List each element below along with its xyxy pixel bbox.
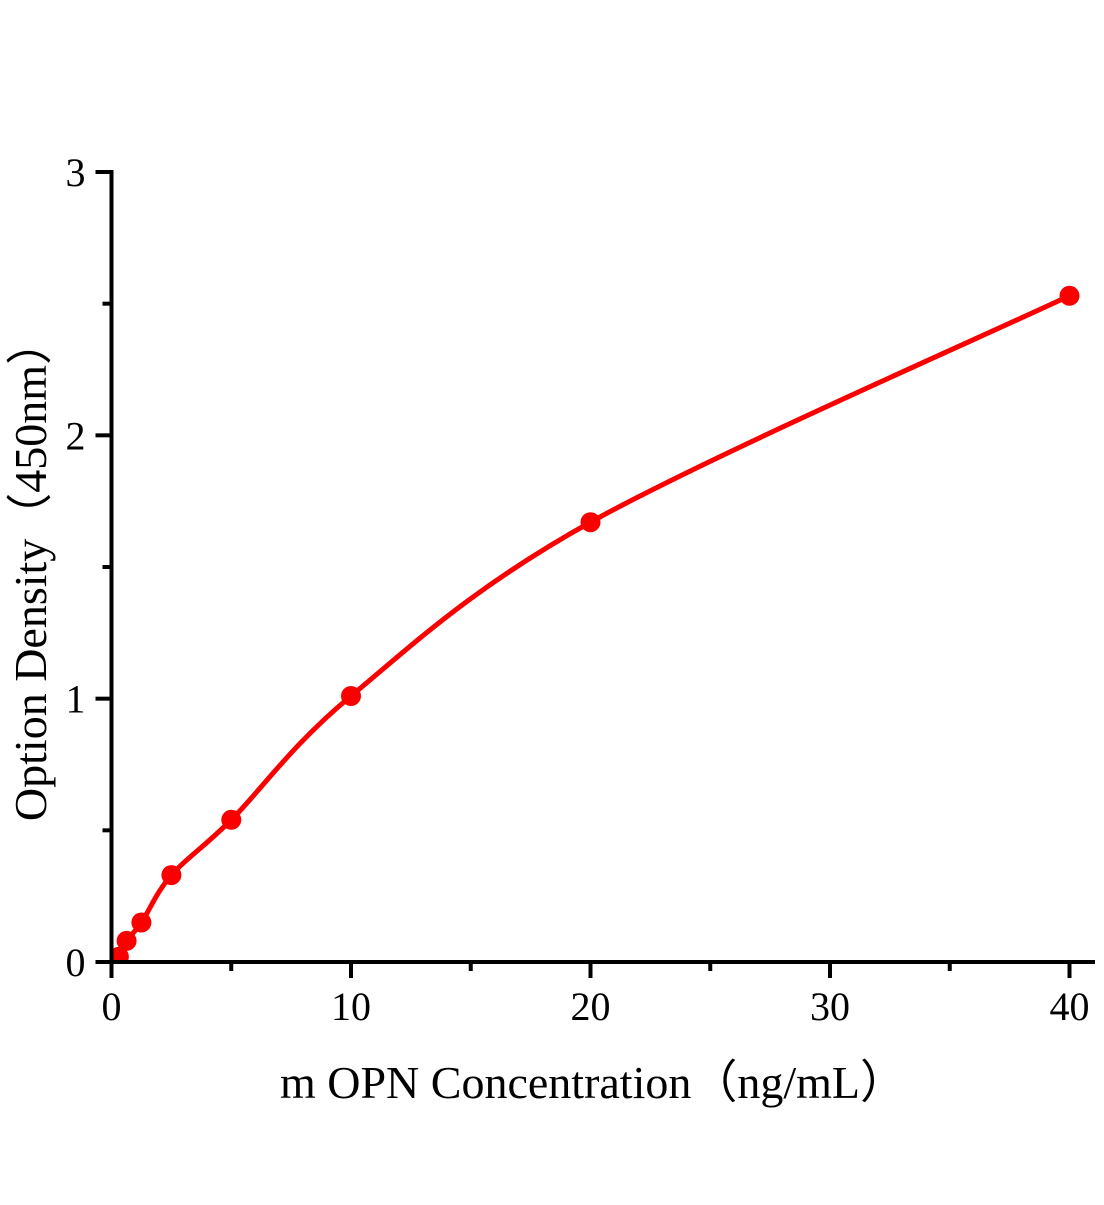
data-point-marker: [116, 930, 137, 951]
data-point-marker: [131, 912, 152, 933]
standard-curve-line: [116, 293, 1072, 960]
tick-labels-layer: 0 10 20 30 40 0 1 2 3: [66, 150, 1090, 1029]
x-tick-label: 0: [102, 984, 122, 1029]
x-tick-label: 10: [331, 984, 371, 1029]
y-tick-label: 0: [66, 940, 86, 985]
y-axis-title: Option Density（450nm）: [5, 319, 56, 821]
x-tick-label: 20: [571, 984, 611, 1029]
data-point-marker: [161, 865, 182, 886]
x-tick-label: 40: [1050, 984, 1090, 1029]
x-tick-label: 30: [810, 984, 850, 1029]
axes-layer: [95, 170, 1095, 978]
y-tick-label: 2: [66, 413, 86, 458]
x-axis-title: m OPN Concentration（ng/mL）: [280, 1057, 906, 1108]
curve-layer: [111, 285, 1080, 962]
data-point-marker: [580, 512, 601, 533]
y-tick-label: 1: [66, 677, 86, 722]
y-tick-label: 3: [66, 150, 86, 195]
data-point-marker: [221, 809, 242, 830]
data-point-marker: [1059, 285, 1080, 306]
data-point-marker: [341, 686, 361, 706]
